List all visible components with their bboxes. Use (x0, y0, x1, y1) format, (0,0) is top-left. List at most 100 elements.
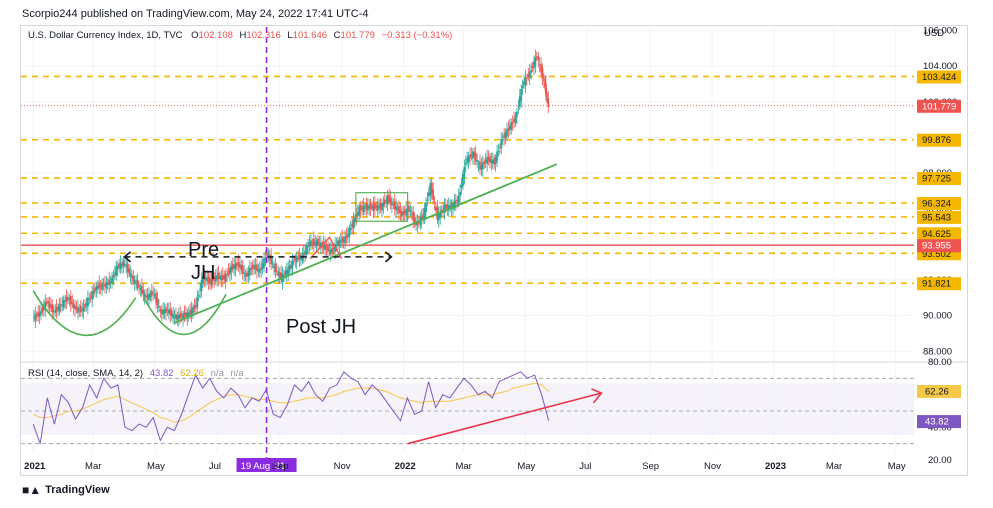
candle-body (57, 307, 59, 310)
level-tag (917, 277, 961, 291)
candle-body (395, 206, 398, 211)
candle-body (163, 309, 166, 314)
levels-layer (21, 75, 914, 285)
candle-body (152, 292, 155, 294)
level-tag-label: 97.725 (922, 174, 951, 185)
candle-body (183, 312, 186, 317)
rsi-line (32, 370, 550, 444)
candle-body (54, 310, 57, 313)
rsi-label: RSI (14, close, SMA, 14, 2) (28, 368, 143, 379)
candle-body (531, 66, 534, 69)
candle-body (94, 287, 96, 292)
candle-body (305, 246, 308, 256)
candle-body (454, 200, 457, 204)
grid-layer (21, 27, 967, 452)
red-level-tag (917, 239, 961, 253)
candle-body (516, 111, 518, 117)
chart-frame (20, 25, 968, 476)
candle-body (508, 125, 511, 130)
level-tag (917, 133, 961, 147)
candle-body (501, 139, 504, 141)
current-price-tag-label: 101.779 (922, 101, 956, 112)
candle-body (361, 207, 363, 209)
candle-body (170, 311, 173, 316)
candle-body (422, 213, 425, 219)
candle-body (162, 309, 165, 315)
candle-body (153, 294, 156, 296)
candle-body (193, 305, 196, 309)
candle-body (207, 276, 210, 283)
candle-body (121, 264, 123, 267)
rsi-layer (21, 370, 914, 445)
rsi-na-2: n/a (230, 368, 244, 379)
candle-body (160, 309, 163, 314)
candle-body (227, 270, 230, 274)
candle-body (176, 315, 179, 320)
axis-layer: 2021 Mar May Jul Sep Nov 2022 Mar May Jul Sep Nov 20… (24, 26, 961, 472)
candle-body (392, 204, 395, 206)
candle-body (327, 244, 329, 252)
annotation-post-jh: Post JH (286, 316, 356, 338)
candle-body (290, 264, 292, 268)
candle-body (55, 306, 58, 312)
candle-body (466, 157, 469, 163)
candle-body (439, 211, 442, 219)
candle-body (172, 313, 175, 319)
cup-arc-right (143, 293, 227, 336)
candle-body (138, 284, 140, 288)
candle-body (446, 204, 449, 209)
y-tick-label: 104.000 (923, 61, 957, 72)
x-tick-label: Sep (642, 461, 659, 472)
candle-body (277, 271, 280, 276)
uptrend-line (173, 163, 558, 324)
candle-body (186, 312, 189, 318)
candle-body (297, 257, 300, 259)
candle-body (265, 253, 268, 256)
level-tag (917, 227, 961, 241)
candle-body (389, 198, 392, 203)
tradingview-logo-icon: ■▲ (22, 483, 42, 497)
candle-body (518, 96, 521, 107)
candle-body (136, 279, 139, 288)
level-tag-label: 103.424 (922, 72, 956, 83)
candle-body (312, 238, 315, 245)
candle-body (271, 263, 274, 265)
candle-body (89, 296, 92, 298)
candle-body (119, 262, 122, 270)
x-tick-label: Nov (704, 461, 721, 472)
candle-body (538, 63, 541, 65)
candle-body (396, 208, 399, 211)
candle-body (427, 192, 430, 197)
candle-body (346, 233, 349, 236)
candle-body (216, 275, 219, 280)
candle-body (155, 293, 157, 303)
candle-body (194, 305, 197, 307)
candle-body (325, 247, 328, 249)
candle-body (504, 132, 507, 139)
candle-body (67, 297, 69, 301)
candle-body (192, 307, 194, 313)
candle-body (315, 240, 318, 247)
candle-body (69, 296, 72, 305)
candle-body (449, 205, 452, 209)
y-tick-label: 90.000 (923, 311, 952, 322)
drawings-layer: 19 Aug '21 (32, 27, 603, 472)
candle-body (284, 270, 287, 276)
candle-body (300, 256, 302, 260)
candle-body (85, 303, 88, 306)
candle-body (525, 77, 528, 79)
brand-footer: ■▲ TradingView (22, 483, 110, 497)
rsi-value-2: 62.26 (180, 368, 204, 379)
candle-body (383, 199, 386, 204)
candle-body (167, 310, 170, 314)
candle-body (291, 260, 294, 269)
red-level-tag-label: 93.955 (922, 241, 951, 252)
candle-body (165, 307, 167, 313)
candle-body (487, 157, 490, 161)
rsi-value-tag (917, 415, 961, 429)
candle-body (224, 273, 227, 282)
candle-body (78, 309, 81, 311)
y-tick-label: 88.000 (923, 346, 952, 357)
candle-body (221, 274, 224, 280)
